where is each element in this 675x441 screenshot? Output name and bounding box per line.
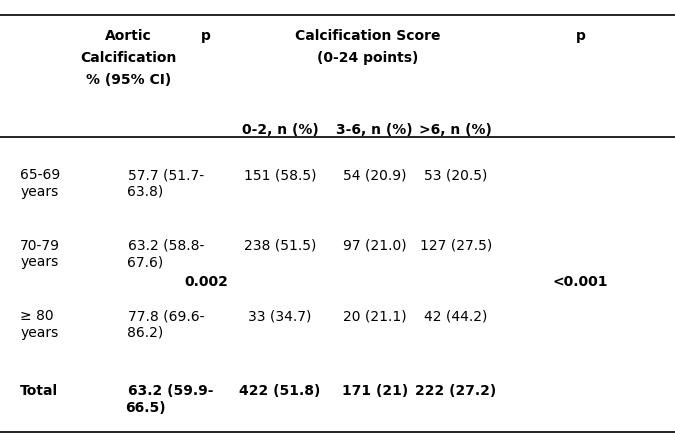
Text: Total: Total: [20, 384, 58, 398]
Text: p: p: [576, 29, 585, 43]
Text: (0-24 points): (0-24 points): [317, 51, 418, 65]
Text: Calcification Score: Calcification Score: [295, 29, 441, 43]
Text: Aortic: Aortic: [105, 29, 152, 43]
Text: 0-2, n (%): 0-2, n (%): [242, 123, 319, 138]
Text: 63.2 (59.9-: 63.2 (59.9-: [128, 384, 214, 398]
Text: 33 (34.7): 33 (34.7): [248, 309, 312, 323]
Text: 63.2 (58.8-: 63.2 (58.8-: [128, 239, 205, 253]
Text: 63.8): 63.8): [127, 185, 163, 199]
Text: 222 (27.2): 222 (27.2): [415, 384, 496, 398]
Text: 422 (51.8): 422 (51.8): [240, 384, 321, 398]
Text: 86.2): 86.2): [127, 326, 163, 340]
Text: <0.001: <0.001: [553, 275, 608, 289]
Text: 127 (27.5): 127 (27.5): [419, 239, 492, 253]
Text: 0.002: 0.002: [184, 275, 227, 289]
Text: ≥ 80: ≥ 80: [20, 309, 54, 323]
Text: % (95% CI): % (95% CI): [86, 73, 171, 87]
Text: 57.7 (51.7-: 57.7 (51.7-: [128, 168, 205, 182]
Text: 3-6, n (%): 3-6, n (%): [336, 123, 413, 138]
Text: 151 (58.5): 151 (58.5): [244, 168, 317, 182]
Text: 171 (21): 171 (21): [342, 384, 408, 398]
Text: years: years: [20, 326, 59, 340]
Text: 97 (21.0): 97 (21.0): [343, 239, 406, 253]
Text: 70-79: 70-79: [20, 239, 60, 253]
Text: 20 (21.1): 20 (21.1): [343, 309, 406, 323]
Text: years: years: [20, 255, 59, 269]
Text: Calcification: Calcification: [80, 51, 176, 65]
Text: 67.6): 67.6): [127, 255, 163, 269]
Text: years: years: [20, 185, 59, 199]
Text: 42 (44.2): 42 (44.2): [424, 309, 487, 323]
Text: 65-69: 65-69: [20, 168, 61, 182]
Text: 54 (20.9): 54 (20.9): [343, 168, 406, 182]
Text: 66.5): 66.5): [125, 401, 165, 415]
Text: 53 (20.5): 53 (20.5): [424, 168, 487, 182]
Text: p: p: [201, 29, 211, 43]
Text: 238 (51.5): 238 (51.5): [244, 239, 317, 253]
Text: 77.8 (69.6-: 77.8 (69.6-: [128, 309, 205, 323]
Text: >6, n (%): >6, n (%): [419, 123, 492, 138]
